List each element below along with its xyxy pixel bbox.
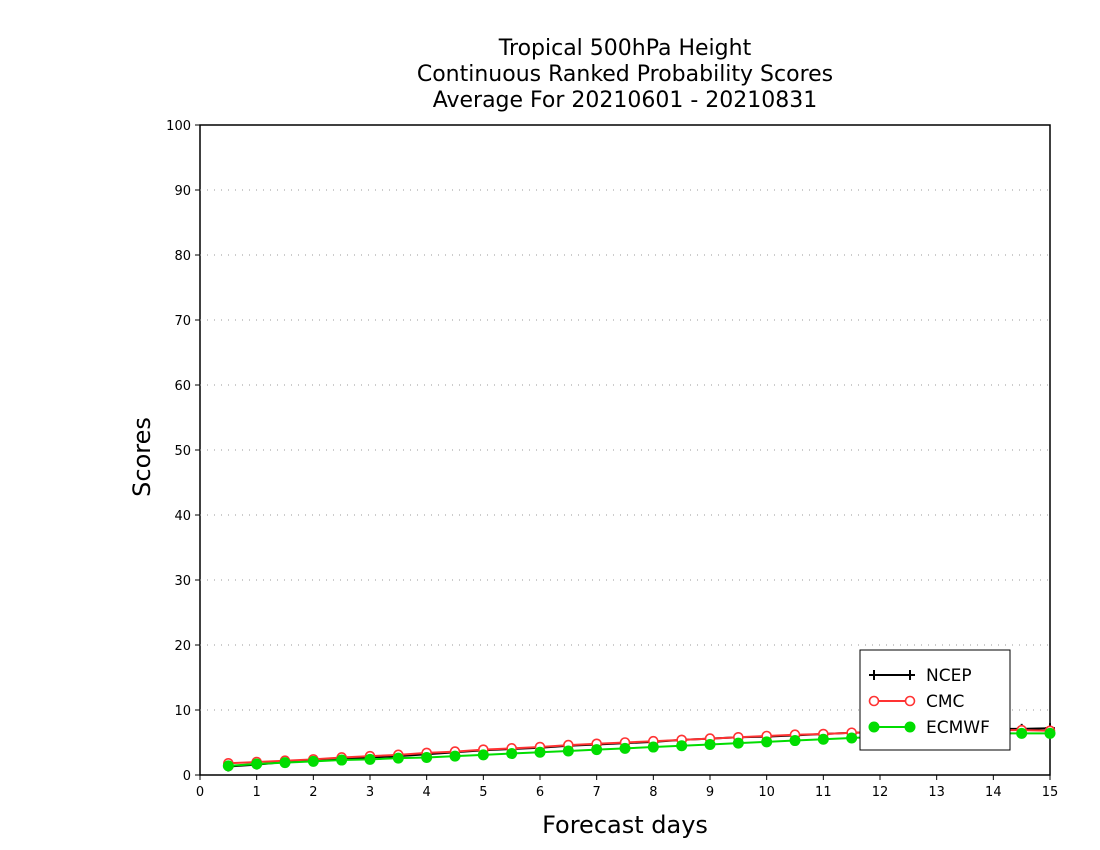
data-point-ecmwf: [647, 741, 659, 753]
data-point-ecmwf: [591, 744, 603, 756]
data-point-ecmwf: [307, 755, 319, 767]
data-point-ecmwf: [506, 748, 518, 760]
x-tick-label: 14: [985, 785, 1002, 800]
data-point-ecmwf: [251, 758, 263, 770]
legend-label-ncep: NCEP: [926, 666, 972, 686]
data-point-ecmwf: [421, 751, 433, 763]
y-tick-label: 90: [174, 184, 191, 199]
data-point-ecmwf: [477, 749, 489, 761]
x-tick-label: 11: [815, 785, 832, 800]
chart-title: Tropical 500hPa Height Continuous Ranked…: [0, 36, 1100, 114]
data-point-ecmwf: [364, 753, 376, 765]
x-tick-label: 6: [536, 785, 544, 800]
data-point-ecmwf: [222, 760, 234, 772]
data-point-ecmwf: [732, 737, 744, 749]
x-tick-label: 4: [423, 785, 431, 800]
x-tick-label: 9: [706, 785, 714, 800]
y-tick-label: 0: [183, 769, 191, 784]
x-tick-label: 3: [366, 785, 374, 800]
y-tick-label: 70: [174, 314, 191, 329]
y-tick-label: 20: [174, 639, 191, 654]
data-point-ecmwf: [279, 757, 291, 769]
data-point-ecmwf: [336, 754, 348, 766]
chart-title-line-3: Average For 20210601 - 20210831: [432, 88, 818, 113]
x-tick-label: 12: [872, 785, 889, 800]
legend-label-cmc: CMC: [926, 692, 964, 712]
x-tick-label: 13: [928, 785, 945, 800]
x-tick-label: 7: [593, 785, 601, 800]
data-point-ecmwf: [449, 750, 461, 762]
y-tick-label: 40: [174, 509, 191, 524]
data-point-ecmwf: [619, 742, 631, 754]
y-tick-label: 50: [174, 444, 191, 459]
data-point-ecmwf: [704, 738, 716, 750]
data-point-ecmwf: [817, 733, 829, 745]
data-point-ecmwf: [761, 736, 773, 748]
data-point-ecmwf: [1044, 727, 1056, 739]
x-tick-label: 0: [196, 785, 204, 800]
y-tick-label: 60: [174, 379, 191, 394]
data-point-ecmwf: [392, 752, 404, 764]
legend-marker-ecmwf: [868, 721, 880, 733]
y-tick-label: 30: [174, 574, 191, 589]
x-tick-label: 5: [479, 785, 487, 800]
x-tick-label: 2: [309, 785, 317, 800]
y-tick-label: 10: [174, 704, 191, 719]
data-point-ecmwf: [676, 740, 688, 752]
chart-title-line-2: Continuous Ranked Probability Scores: [416, 62, 834, 87]
x-axis-title: Forecast days: [542, 811, 708, 839]
legend: NCEP CMC ECMWF: [859, 649, 1011, 751]
legend-marker-cmc: [904, 695, 916, 707]
chart-title-line-1: Tropical 500hPa Height: [498, 36, 752, 61]
data-point-ecmwf: [562, 745, 574, 757]
data-point-ecmwf: [846, 732, 858, 744]
legend-marker-cmc: [868, 695, 880, 707]
legend-marker-ecmwf: [904, 721, 916, 733]
y-axis-title: Scores: [128, 417, 156, 497]
data-point-ecmwf: [534, 746, 546, 758]
legend-label-ecmwf: ECMWF: [926, 718, 990, 738]
x-tick-label: 1: [253, 785, 261, 800]
y-tick-label: 80: [174, 249, 191, 264]
x-tick-label: 8: [649, 785, 657, 800]
y-tick-label: 100: [166, 119, 191, 134]
x-tick-label: 10: [758, 785, 775, 800]
x-tick-label: 15: [1042, 785, 1059, 800]
data-point-ecmwf: [789, 735, 801, 747]
data-point-ecmwf: [1016, 727, 1028, 739]
